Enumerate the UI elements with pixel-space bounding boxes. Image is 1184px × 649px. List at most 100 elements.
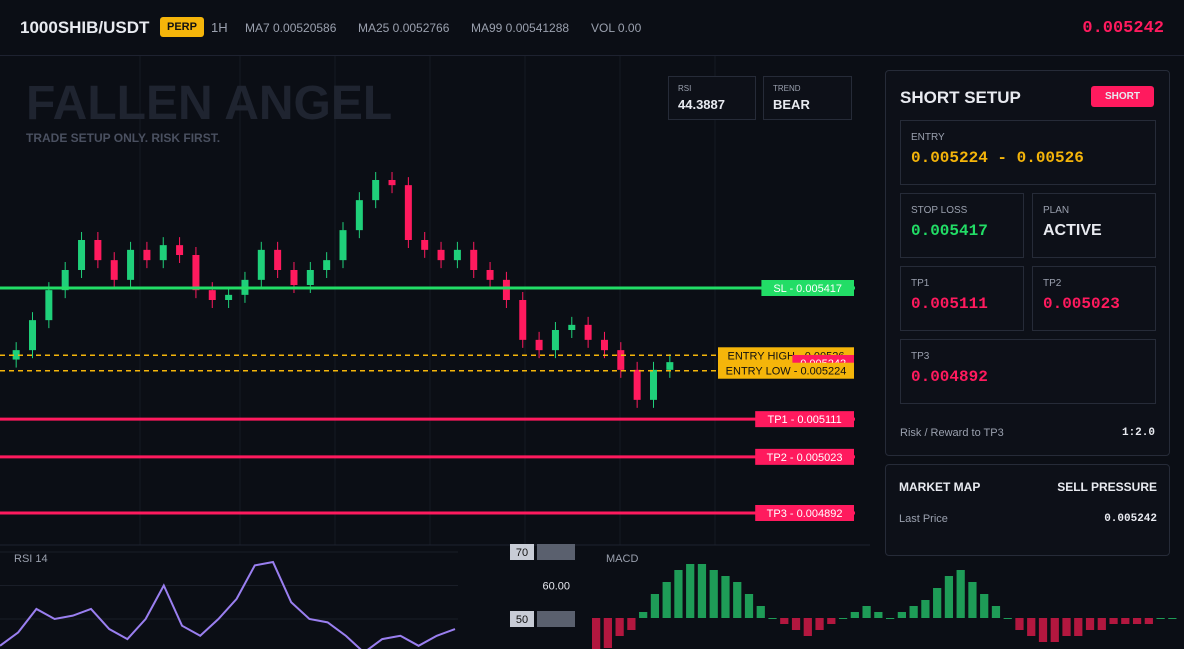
badge: PERP [160, 17, 204, 37]
candle [502, 279, 510, 300]
rsi-tag-bg [510, 611, 534, 627]
candle [453, 249, 461, 261]
macd-bar [968, 582, 977, 618]
setup-panel: SHORT SETUP SHORT ENTRY 0.005224 - 0.0052… [885, 70, 1170, 456]
candle [519, 300, 527, 340]
macd-bar [862, 606, 871, 618]
value: 0.005111 [911, 295, 988, 313]
candle [388, 180, 396, 186]
macd-bar [674, 570, 683, 618]
candle [323, 260, 331, 270]
interval[interactable]: 1H [211, 20, 228, 35]
level-tag: TP2 - 0.005023 [767, 452, 843, 464]
label: ENTRY [911, 132, 945, 143]
macd-bar [744, 594, 754, 618]
candle [617, 350, 625, 370]
label: TP3 [911, 351, 930, 362]
watermark: FALLEN ANGEL [26, 77, 393, 130]
macd-bar [933, 588, 942, 618]
label: TP2 [1043, 278, 1062, 289]
candle [421, 240, 429, 250]
candle [339, 230, 347, 261]
tagline: TRADE SETUP ONLY. RISK FIRST. [26, 131, 221, 145]
macd-bar [603, 618, 612, 648]
macd-bar [1015, 618, 1024, 630]
candle [127, 249, 135, 280]
macd-bar [686, 564, 695, 618]
candle [45, 290, 53, 321]
candle [535, 339, 543, 351]
rsi-box: RSI 44.3887 [668, 76, 756, 120]
macd-bar [897, 612, 906, 618]
label: PLAN [1043, 205, 1070, 216]
candle [208, 290, 216, 300]
macd-bar [1132, 618, 1142, 624]
last-label: Last Price [899, 513, 948, 525]
candle [633, 369, 641, 400]
rr-label: Risk / Reward to TP3 [900, 427, 1004, 439]
level-tag-bg [761, 280, 854, 296]
market-panel: MARKET MAP SELL PRESSURE Last Price 0.00… [885, 464, 1170, 556]
plan-card: PLAN ACTIVE [1032, 193, 1156, 258]
macd-bar [780, 618, 789, 624]
label: STOP LOSS [911, 205, 968, 216]
level-tag-bg [755, 411, 854, 428]
candle [355, 200, 363, 231]
value: BEAR [773, 97, 810, 112]
market-status: SELL PRESSURE [1057, 480, 1157, 494]
label: RSI [678, 84, 692, 93]
rr-value: 1:2.0 [1121, 427, 1155, 439]
macd-bar [956, 570, 965, 618]
macd-bar [756, 606, 765, 618]
candle [568, 324, 576, 330]
value: 0.004892 [911, 368, 988, 386]
candle [372, 180, 380, 201]
macd-bar [874, 612, 883, 618]
macd-bar [768, 618, 777, 619]
macd-bar [815, 618, 824, 630]
ma99: MA99 0.00541288 [471, 21, 570, 35]
candle [470, 249, 478, 270]
macd-bar [803, 618, 812, 636]
macd-bar [1097, 618, 1106, 630]
macd-bar [1050, 618, 1059, 642]
macd-bar [850, 612, 859, 618]
candle [649, 369, 657, 400]
macd-title: MACD [606, 553, 639, 565]
macd-bar [909, 606, 918, 618]
macd-bar [639, 612, 648, 618]
rsi-line [0, 560, 456, 649]
level-tag-bg [755, 448, 854, 465]
ma7: MA7 0.00520586 [245, 21, 337, 35]
level-tag: ENTRY LOW - 0.005224 [726, 366, 847, 378]
candle [274, 249, 282, 270]
rsi-level-tag: 70 [516, 547, 528, 559]
level-tag: SL - 0.005417 [773, 283, 842, 295]
tp2-card: TP2 0.005023 [1032, 266, 1156, 331]
macd-bar [709, 570, 718, 618]
macd-bar [1156, 618, 1165, 619]
volume: VOL 0.00 [591, 21, 642, 35]
trend-box: TREND BEAR [763, 76, 852, 120]
last-price: 0.005242 [1082, 19, 1164, 38]
candle [29, 320, 37, 351]
rsi-title: RSI 14 [14, 553, 48, 565]
macd-bar [991, 606, 1001, 618]
label: TREND [773, 84, 801, 93]
setup-title: SHORT SETUP [900, 88, 1021, 107]
rsi-level-tag: 50 [516, 614, 528, 626]
ma25: MA25 0.0052766 [358, 21, 450, 35]
macd-bar [886, 618, 895, 619]
macd-bar [980, 594, 989, 618]
level-tag-bg [755, 505, 854, 521]
candle [143, 249, 151, 261]
value: ACTIVE [1043, 222, 1102, 239]
candle [290, 270, 298, 285]
macd-bar [1074, 618, 1083, 636]
short-button[interactable]: SHORT [1091, 86, 1154, 107]
macd-bar [827, 618, 836, 624]
macd-bar [662, 582, 671, 618]
macd-bar [650, 594, 660, 618]
